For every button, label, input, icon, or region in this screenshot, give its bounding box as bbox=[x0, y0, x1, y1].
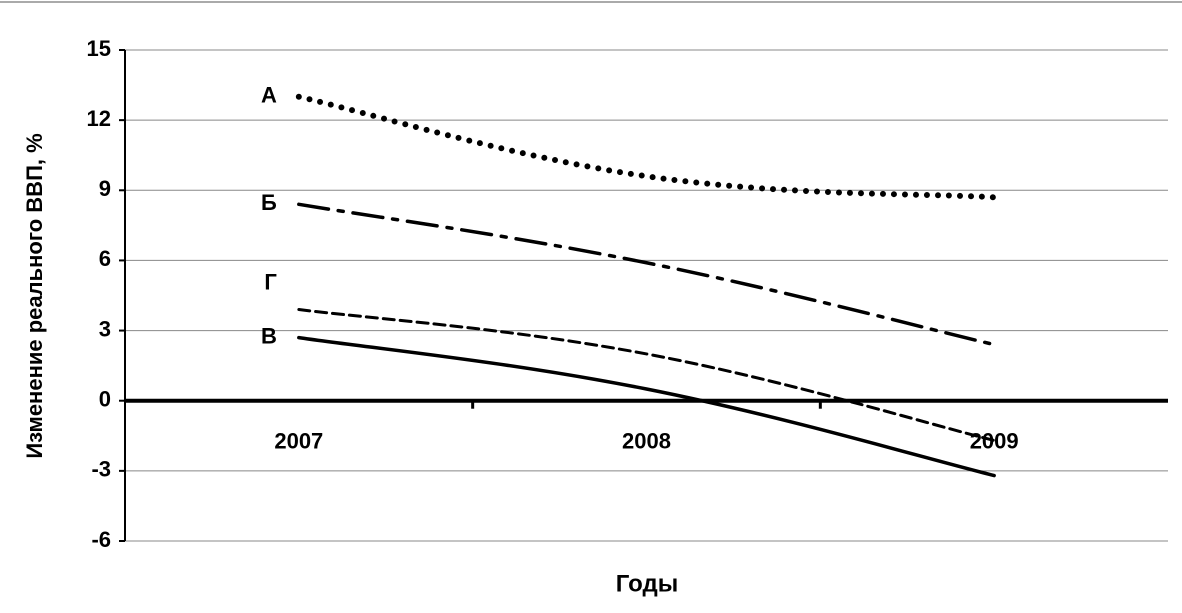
series-line bbox=[297, 335, 996, 478]
y-tick-label: 0 bbox=[99, 387, 111, 412]
y-tick-label: 9 bbox=[99, 176, 111, 201]
y-axis-label: Изменение реального ВВП, % bbox=[22, 133, 47, 458]
series-line bbox=[295, 93, 998, 201]
y-tick-label: 6 bbox=[99, 246, 111, 271]
x-axis-label: Годы bbox=[616, 570, 678, 597]
y-tick-label: 3 bbox=[99, 316, 111, 341]
series-line bbox=[297, 202, 996, 347]
series-line bbox=[297, 308, 996, 442]
series-label: Г bbox=[264, 269, 277, 294]
y-tick-label: -6 bbox=[91, 527, 111, 552]
series-label: В bbox=[261, 323, 277, 348]
series-label: Б bbox=[261, 190, 277, 215]
y-tick-label: 12 bbox=[87, 106, 111, 131]
series-label: А bbox=[261, 83, 277, 108]
x-tick-label: 2007 bbox=[274, 429, 323, 454]
x-tick-label: 2008 bbox=[622, 429, 671, 454]
y-tick-label: -3 bbox=[91, 457, 111, 482]
y-tick-label: 15 bbox=[87, 36, 111, 61]
